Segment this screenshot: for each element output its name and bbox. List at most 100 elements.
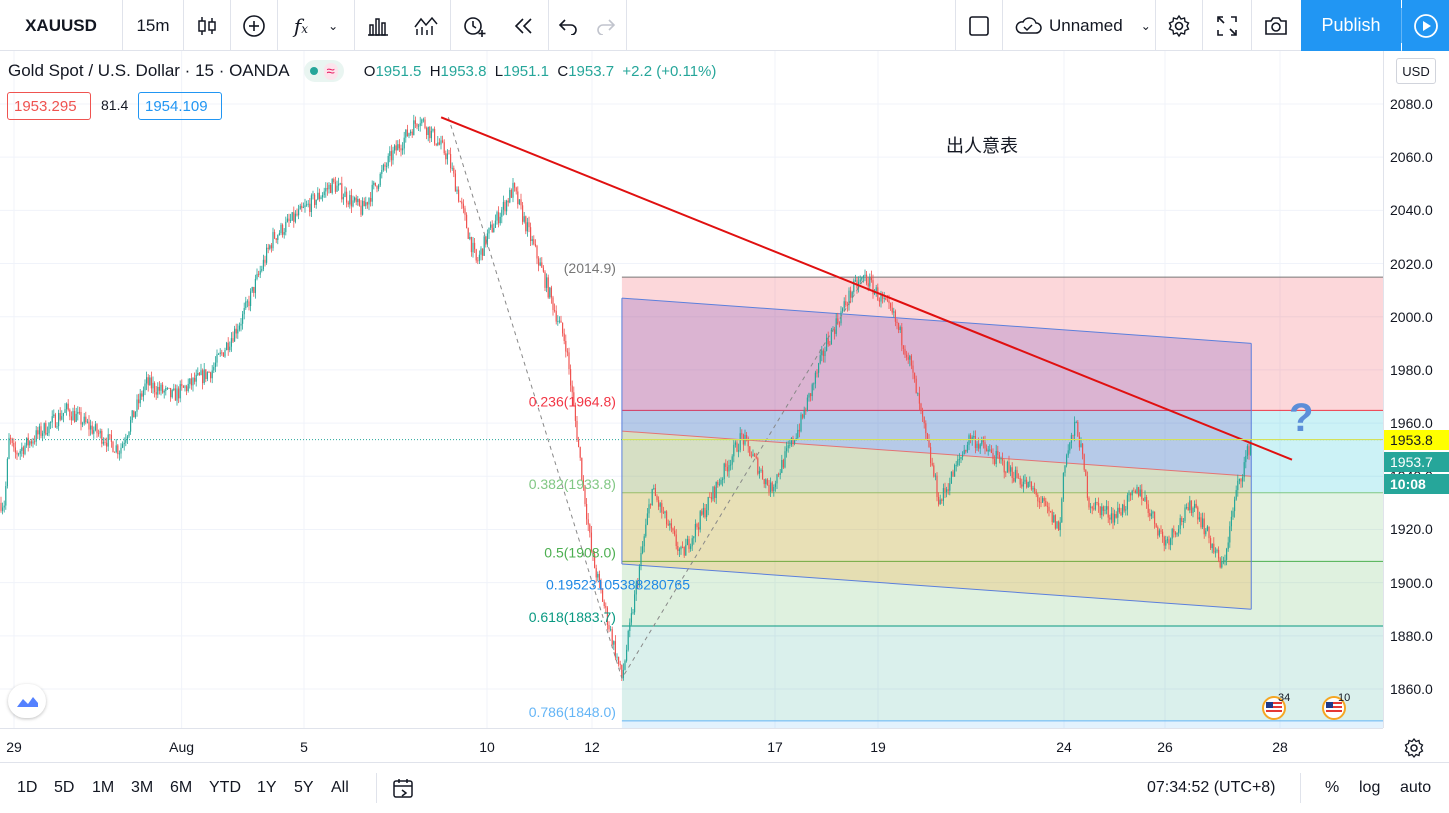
sell-price-button[interactable]: 1953.295 — [7, 92, 91, 120]
replay-button[interactable] — [500, 0, 548, 51]
redo-button[interactable] — [587, 0, 625, 51]
candle-body — [643, 536, 645, 547]
indicators-button[interactable]: fx ⌄ — [278, 0, 354, 51]
percent-toggle[interactable]: % — [1325, 779, 1340, 796]
drawings[interactable] — [0, 116, 1383, 680]
candle-body — [368, 198, 370, 205]
fib-trend-dashed-line — [447, 117, 866, 680]
stream-button[interactable] — [1402, 0, 1449, 51]
market-status-pill[interactable]: ≈ — [303, 60, 344, 82]
candle-body — [875, 287, 877, 292]
tradingview-logo[interactable] — [8, 684, 46, 718]
candle-body — [24, 445, 26, 455]
candle-body — [520, 199, 522, 206]
layout-button[interactable] — [956, 0, 1002, 51]
compare-button[interactable] — [231, 0, 277, 51]
goto-date-icon[interactable] — [392, 777, 416, 799]
symbol-search-button[interactable]: XAUUSD — [0, 0, 122, 51]
gear-icon[interactable] — [1403, 737, 1425, 759]
candle-body — [925, 423, 927, 434]
alert-button[interactable] — [451, 0, 499, 51]
price-scale[interactable]: 2080.0 2060.0 2040.0 2020.0 2000.0 1980.0 1960… — [1383, 51, 1449, 728]
economic-event-badge[interactable]: 34 — [1258, 692, 1292, 720]
separator — [1002, 0, 1003, 51]
range-1y[interactable]: 1Y — [257, 779, 277, 796]
play-icon — [1413, 13, 1438, 38]
candle-body — [451, 167, 453, 169]
candle-body — [245, 301, 247, 309]
candle-body — [461, 201, 463, 204]
currency-button[interactable]: USD — [1396, 58, 1436, 84]
chart-type-button[interactable] — [184, 0, 230, 51]
templates-button[interactable] — [402, 0, 450, 51]
candle-body — [30, 441, 32, 444]
candle-body — [291, 212, 293, 221]
range-1d[interactable]: 1D — [17, 779, 38, 796]
candle-body — [379, 173, 381, 186]
candle-body — [845, 301, 847, 306]
candle-body — [315, 199, 317, 205]
fib-retracement[interactable] — [621, 276, 1383, 728]
candle-body — [707, 497, 709, 511]
range-6m[interactable]: 6M — [170, 779, 193, 796]
candle-body — [957, 459, 959, 466]
parallel-channel[interactable] — [621, 297, 1252, 610]
range-all[interactable]: All — [331, 779, 349, 796]
undo-button[interactable] — [549, 0, 587, 51]
candle-body — [835, 318, 837, 334]
time-axis[interactable]: 29 Aug 5 10 12 17 19 24 26 28 — [0, 728, 1424, 762]
candle-body — [418, 125, 420, 127]
publish-label: Publish — [1321, 15, 1381, 35]
auto-toggle[interactable]: auto — [1400, 779, 1432, 796]
channel-lower-fill — [621, 431, 1252, 610]
time-tick-label: 17 — [767, 739, 783, 755]
candle-body — [400, 148, 402, 151]
log-toggle[interactable]: log — [1359, 779, 1381, 796]
range-1m[interactable]: 1M — [92, 779, 115, 796]
publish-button[interactable]: Publish — [1301, 0, 1401, 51]
interval-button[interactable]: 15m — [123, 0, 183, 51]
candle-body — [275, 238, 277, 240]
candle-body — [918, 393, 920, 404]
candle-body — [69, 409, 71, 417]
candle-body — [269, 245, 271, 249]
candle-body — [934, 475, 936, 477]
range-3m[interactable]: 3M — [131, 779, 154, 796]
settings-button[interactable] — [1156, 0, 1202, 51]
candle-body — [650, 504, 652, 506]
candle-body — [62, 412, 64, 417]
candle-body — [851, 292, 853, 298]
candle-body — [1226, 549, 1228, 560]
chart-pane[interactable]: (2014.9) 0.236(1964.8) 0.382(1933.8) 0.5(19… — [0, 51, 1383, 728]
financials-button[interactable] — [355, 0, 401, 51]
candle-body — [168, 387, 170, 389]
candle-body — [86, 421, 88, 423]
buy-price-button[interactable]: 1954.109 — [138, 92, 222, 120]
candle-body — [1200, 517, 1202, 528]
candle-body — [27, 437, 29, 446]
range-ytd[interactable]: YTD — [209, 779, 241, 796]
candle-body — [198, 373, 200, 375]
candle-body — [715, 482, 717, 499]
save-layout-button[interactable]: Unnamed ⌄ — [1003, 0, 1155, 51]
candle-body — [738, 450, 740, 452]
candle-body — [406, 129, 408, 137]
fullscreen-button[interactable] — [1203, 0, 1251, 51]
candle-body — [746, 434, 748, 439]
candle-body — [266, 247, 268, 263]
candle-body — [1042, 498, 1044, 503]
candle-body — [1238, 478, 1240, 481]
question-mark-annotation[interactable]: ? — [1289, 396, 1314, 440]
range-5d[interactable]: 5D — [54, 779, 75, 796]
candle-body — [792, 437, 794, 444]
text-annotation[interactable]: 出人意表 — [946, 136, 1018, 157]
candle-body — [208, 372, 210, 373]
range-5y[interactable]: 5Y — [294, 779, 314, 796]
candle-body — [11, 438, 13, 443]
candle-body — [914, 372, 916, 379]
snapshot-button[interactable] — [1252, 0, 1300, 51]
clock-time[interactable]: 07:34:52 (UTC+8) — [1147, 779, 1276, 796]
candle-body — [1102, 506, 1104, 511]
economic-event-badge[interactable]: 10 — [1318, 692, 1352, 720]
price-tick-label: 1860.0 — [1390, 681, 1433, 697]
